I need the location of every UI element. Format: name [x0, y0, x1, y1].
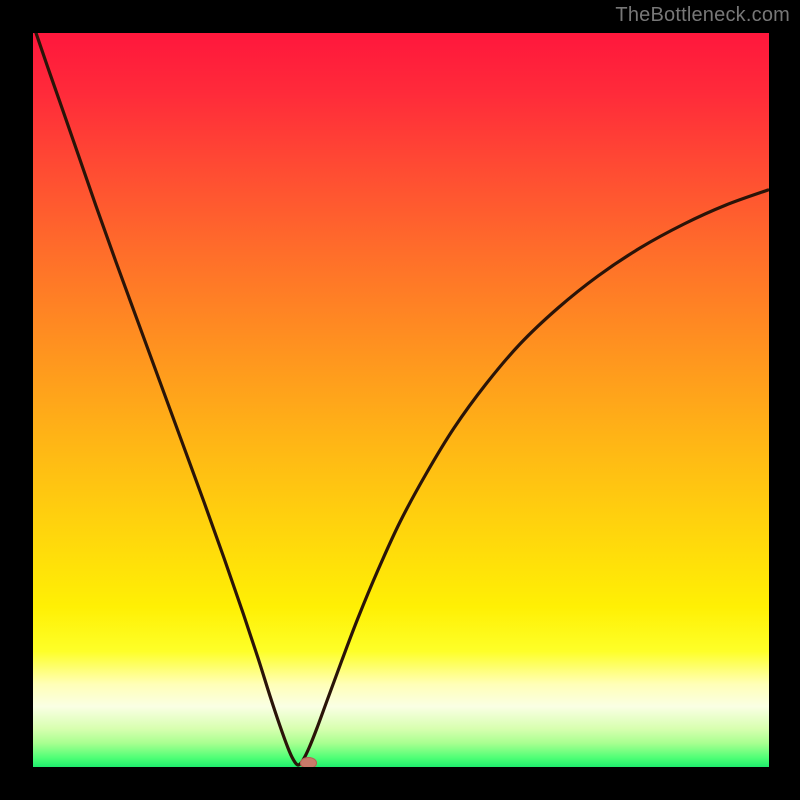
frame-left [0, 0, 33, 800]
plot-area [33, 33, 769, 769]
frame-right [769, 0, 800, 800]
frame-bottom [0, 767, 800, 800]
attribution-text: TheBottleneck.com [615, 4, 790, 27]
